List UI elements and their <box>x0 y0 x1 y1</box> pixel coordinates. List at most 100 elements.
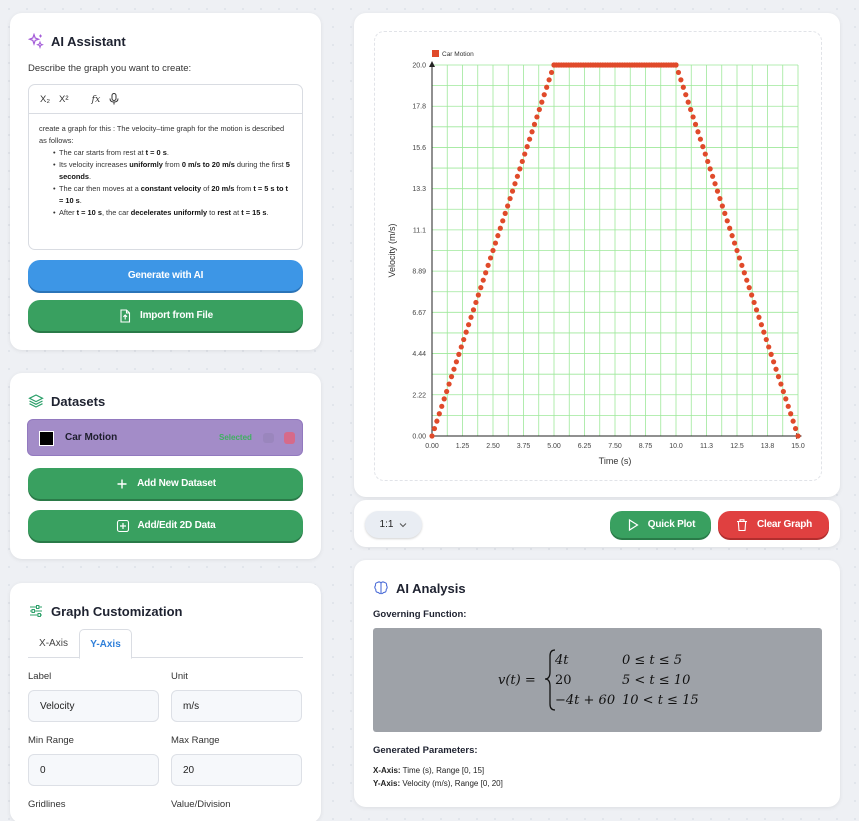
data-point <box>468 314 474 320</box>
y-tick-label: 17.8 <box>412 104 426 111</box>
tab-x-axis[interactable]: X-Axis <box>39 638 68 649</box>
chevron-down-icon <box>400 522 407 527</box>
sparkles-icon <box>28 33 44 49</box>
data-point <box>788 411 794 417</box>
data-point <box>795 433 801 439</box>
microphone-icon[interactable] <box>109 93 119 105</box>
data-point <box>429 433 435 439</box>
velocity-time-chart[interactable]: 0.00 1.25 2.50 3.75 5.00 6.25 7.50 8.75 10.0 11.3… <box>375 32 823 482</box>
tab-y-axis[interactable]: Y-Axis <box>79 629 132 659</box>
data-point <box>695 129 701 135</box>
graph-controls-bar: 1:1 Quick Plot Clear Graph <box>354 500 840 547</box>
generated-parameters-label: Generated Parameters: <box>373 745 478 756</box>
data-point <box>707 166 713 172</box>
prompt-bullet-text: constant velocity <box>140 184 202 193</box>
x-tick-label: 10.0 <box>669 443 683 450</box>
prompt-bullet-text: from <box>162 160 182 169</box>
data-point <box>480 277 486 283</box>
plus-square-icon <box>116 519 129 532</box>
x-axis-param-value: Time (s), Range [0, 15] <box>400 766 485 775</box>
prompt-bullet-text: , the car <box>101 208 131 217</box>
ai-analysis-title-text: AI Analysis <box>396 580 466 596</box>
import-from-file-button[interactable]: Import from File <box>28 300 303 331</box>
play-icon <box>628 518 639 531</box>
data-point <box>507 195 513 202</box>
data-point <box>705 158 711 165</box>
generate-with-ai-button[interactable]: Generate with AI <box>28 260 303 291</box>
prompt-bullet-list: The car starts from rest at t = 0 s.Its … <box>39 147 292 219</box>
clear-graph-button[interactable]: Clear Graph <box>718 511 829 538</box>
generate-with-ai-label: Generate with AI <box>127 270 204 281</box>
data-point <box>714 188 721 194</box>
dataset-selected-badge: Selected <box>219 433 252 442</box>
data-point <box>539 99 545 105</box>
plot-area[interactable]: 0.00 1.25 2.50 3.75 5.00 6.25 7.50 8.75 10.0 11.3… <box>374 31 822 481</box>
case-3-expr: −4t + 60 <box>555 693 615 708</box>
graph-customization-title: Graph Customization <box>28 603 182 619</box>
max-range-input[interactable]: 20 <box>171 754 302 786</box>
editor-content[interactable]: create a graph for this : The velocity–t… <box>29 114 302 228</box>
prompt-bullet: The car starts from rest at t = 0 s. <box>53 147 292 159</box>
data-point <box>758 322 764 328</box>
data-point <box>680 84 686 90</box>
data-point <box>470 307 477 313</box>
quick-plot-button[interactable]: Quick Plot <box>610 511 711 538</box>
legend-label: Car Motion <box>442 51 474 58</box>
add-edit-2d-data-label: Add/Edit 2D Data <box>137 520 216 531</box>
min-range-input[interactable]: 0 <box>28 754 159 786</box>
prompt-bullet-text: . <box>79 196 82 205</box>
prompt-bullet-text: decelerates uniformly <box>130 208 208 217</box>
prompt-bullet-text: rest <box>217 208 231 217</box>
prompt-editor[interactable]: X₂ X² fx create a graph for this : The v… <box>28 84 303 250</box>
data-point <box>475 292 481 298</box>
data-point <box>722 210 728 216</box>
data-point <box>505 203 511 209</box>
add-new-dataset-label: Add New Dataset <box>137 478 216 489</box>
data-point <box>548 69 555 76</box>
dataset-color-swatch[interactable] <box>39 431 54 446</box>
data-point <box>509 188 516 194</box>
x-tick-label: 7.50 <box>608 443 622 450</box>
data-point <box>546 77 552 83</box>
prompt-bullet-text: 0 m/s to 20 m/s <box>181 160 235 169</box>
y-axis-param-key: Y-Axis: <box>373 779 401 788</box>
dataset-row[interactable]: Car Motion Selected <box>27 419 303 456</box>
function-button[interactable]: fx <box>91 93 101 105</box>
brain-icon <box>374 581 388 595</box>
dataset-name: Car Motion <box>65 432 118 443</box>
prompt-bullet-text: 5 seconds <box>59 160 290 181</box>
data-point <box>719 203 725 209</box>
piecewise-brace <box>544 649 556 711</box>
y-tick-label: 6.67 <box>412 310 426 317</box>
x-tick-label: 5.00 <box>547 443 561 450</box>
case-3-cond: 10 < t ≤ 15 <box>622 693 699 708</box>
governing-function-label: Governing Function: <box>373 609 467 620</box>
max-range-label: Max Range <box>171 735 220 746</box>
prompt-bullet-text: t = 15 s <box>241 208 267 217</box>
data-point <box>444 388 450 395</box>
data-point <box>451 366 457 372</box>
aspect-ratio-select[interactable]: 1:1 <box>365 511 422 538</box>
superscript-button[interactable]: X² <box>59 93 69 105</box>
dataset-delete-icon[interactable] <box>284 432 295 444</box>
y-axis-parameter: Y-Axis: Velocity (m/s), Range [0, 20] <box>373 779 503 788</box>
data-point <box>534 114 540 120</box>
sliders-icon <box>30 605 42 617</box>
unit-input[interactable]: m/s <box>171 690 302 722</box>
data-point <box>500 218 506 224</box>
y-tick-label: 11.1 <box>413 227 426 234</box>
data-point <box>441 396 447 402</box>
editor-toolbar: X₂ X² fx <box>29 85 302 114</box>
data-point <box>517 166 523 172</box>
min-range-label: Min Range <box>28 735 74 746</box>
data-point <box>712 181 718 187</box>
y-axis-arrow <box>429 61 435 67</box>
data-point <box>678 77 684 83</box>
add-edit-2d-data-button[interactable]: Add/Edit 2D Data <box>28 510 303 541</box>
label-field-label: Label <box>28 671 52 682</box>
add-new-dataset-button[interactable]: Add New Dataset <box>28 468 303 499</box>
subscript-button[interactable]: X₂ <box>40 93 51 105</box>
data-point <box>527 136 533 142</box>
label-input[interactable]: Velocity <box>28 690 159 722</box>
dataset-visibility-icon[interactable] <box>263 433 274 443</box>
